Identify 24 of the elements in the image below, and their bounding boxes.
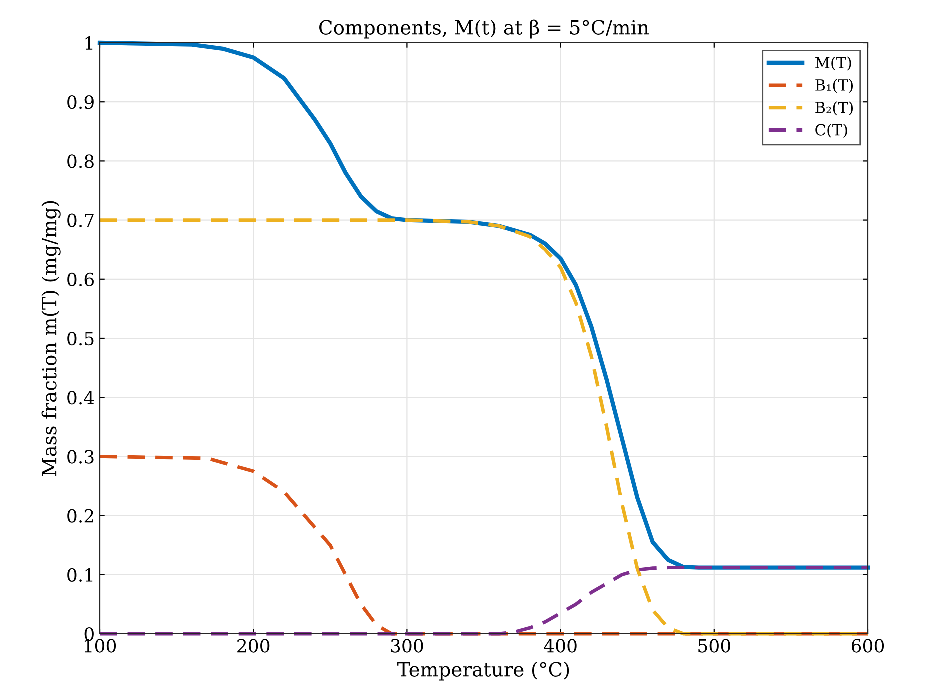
x-tick-label: 400 xyxy=(544,639,577,653)
y-tick-label: 0.4 xyxy=(68,391,94,405)
y-tick-label: 0.7 xyxy=(68,214,94,228)
y-tick-label: 0.6 xyxy=(68,272,94,287)
y-tick-label: 1 xyxy=(86,36,93,50)
y-axis-title: Mass fraction m(T) (mg/mg) xyxy=(42,201,61,476)
x-tick-label: 100 xyxy=(84,639,116,653)
legend-label: B₁(T) xyxy=(816,79,854,94)
x-tick-label: 600 xyxy=(852,639,884,653)
x-axis-title: Temperature (°C) xyxy=(398,662,570,681)
y-tick-label: 0.2 xyxy=(68,509,94,523)
chart-title: Components, M(t) at β = 5°C/min xyxy=(320,20,650,39)
y-tick-label: 0.9 xyxy=(68,96,94,110)
y-tick-label: 0 xyxy=(84,627,94,642)
x-tick-label: 300 xyxy=(391,639,424,653)
y-tick-label: 0.5 xyxy=(68,332,94,346)
legend-label: C(T) xyxy=(816,124,848,138)
x-tick-label: 200 xyxy=(238,639,270,653)
legend-label: M(T) xyxy=(816,56,852,71)
y-tick-label: 0.3 xyxy=(68,450,94,464)
y-tick-label: 0.8 xyxy=(68,154,94,168)
y-tick-label: 0.1 xyxy=(68,568,93,582)
legend-label: B₂(T) xyxy=(816,102,854,116)
x-tick-label: 500 xyxy=(698,639,730,653)
